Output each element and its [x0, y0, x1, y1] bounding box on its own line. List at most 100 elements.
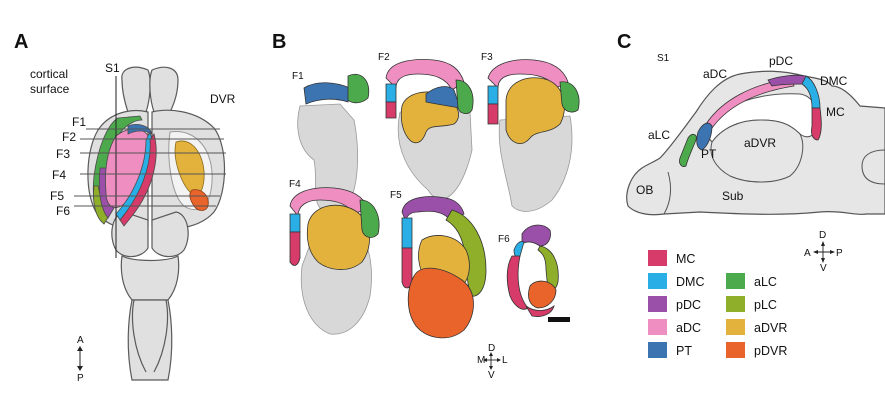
alc-region-f3	[559, 81, 580, 113]
legend-swatch-pdc	[648, 296, 667, 312]
legend-item-pdc: pDC	[648, 296, 701, 312]
section-f6: F6	[498, 224, 559, 317]
ob-label-c: OB	[636, 183, 653, 197]
mc-region-f5	[401, 247, 413, 289]
legend-item-alc: aLC	[726, 273, 777, 289]
axis-ventral-label-b: V	[488, 370, 495, 381]
alc-region-f2	[455, 79, 474, 114]
section-label-f5-a: F5	[50, 189, 64, 203]
legend-swatch-pdvr	[726, 342, 745, 358]
mc-region-f6	[506, 255, 529, 310]
orientation-axis-b: D V M L	[477, 343, 508, 381]
mc-lower-region-f6	[525, 305, 555, 317]
legend-swatch-mc	[648, 250, 667, 266]
legend-label-pdvr: pDVR	[754, 344, 787, 358]
mc-region-c	[811, 107, 822, 141]
section-label-f3-a: F3	[56, 147, 70, 161]
alc-region-c	[679, 134, 697, 167]
advr-region-f3	[505, 77, 565, 144]
scale-bar	[548, 317, 570, 322]
legend-label-plc: pLC	[754, 298, 777, 312]
legend-swatch-pt	[648, 342, 667, 358]
axis-anterior-label: A	[77, 335, 84, 346]
section-label-f2-a: F2	[62, 130, 76, 144]
section-label-f4-b: F4	[289, 179, 301, 190]
section-label-f5-b: F5	[390, 190, 402, 201]
legend-label-mc: MC	[676, 252, 695, 266]
section-label-f1-a: F1	[72, 115, 86, 129]
dmc-region-f4	[289, 213, 301, 233]
panel-c: C S1 aDC pDC DMC MC aLC PT aDVR OB Sub D…	[617, 31, 885, 358]
legend-swatch-alc	[726, 273, 745, 289]
orientation-axis-c: D V A P	[804, 230, 843, 274]
axis-dorsal-label-b: D	[488, 343, 495, 354]
cortical-surface-label-2: surface	[30, 82, 70, 96]
panel-letter-b: B	[272, 31, 286, 53]
dmc-region-f5	[401, 217, 413, 249]
dmc-region-f2	[385, 83, 397, 103]
axis-dorsal-label-c: D	[819, 230, 826, 241]
alc-region-f1	[347, 73, 370, 104]
legend-label-dmc: DMC	[676, 275, 704, 289]
pdvr-region-a	[189, 189, 209, 211]
brain-dorsal-view	[87, 66, 226, 381]
advr-outline-c	[710, 119, 804, 183]
legend-item-pdvr: pDVR	[726, 342, 787, 358]
dmc-region-f6	[513, 241, 525, 258]
legend-label-pdc: pDC	[676, 298, 701, 312]
cortical-surface-label-1: cortical	[30, 67, 68, 81]
mc-region-a	[119, 133, 157, 227]
s1-label-a: S1	[105, 61, 120, 75]
panel-b: B F1 F2 F3	[272, 31, 580, 381]
pt-label-c: PT	[701, 147, 717, 161]
axis-posterior-label-c: P	[836, 248, 843, 259]
axis-ventral-label-c: V	[820, 263, 827, 274]
legend-swatch-dmc	[648, 273, 667, 289]
section-f1: F1	[292, 71, 370, 211]
axis-lateral-label: L	[502, 355, 508, 366]
panel-a: A cortical surface S1 DVR	[14, 31, 236, 384]
alc-region-f4	[359, 199, 380, 238]
dvr-label: DVR	[210, 92, 236, 106]
panel-letter-a: A	[14, 31, 28, 53]
axis-posterior-label: P	[77, 373, 84, 384]
legend-item-dmc: DMC	[648, 273, 704, 289]
axis-medial-label: M	[477, 355, 485, 366]
pt-region-f1	[303, 82, 351, 105]
mc-region-f4	[289, 231, 301, 266]
adc-region-f2	[385, 59, 465, 91]
legend-label-advr: aDVR	[754, 321, 787, 335]
legend-item-adc: aDC	[648, 319, 701, 335]
mc-region-f2	[385, 101, 397, 119]
pdc-region-f6	[521, 224, 551, 247]
dmc-region-f3	[487, 85, 499, 105]
pdvr-region-f5	[407, 267, 474, 339]
legend-item-pt: PT	[648, 342, 692, 358]
advr-label-c: aDVR	[744, 136, 776, 150]
legend: MC DMC pDC aDC PT aLC	[648, 250, 787, 358]
mc-label-c: MC	[826, 105, 845, 119]
section-lines	[74, 128, 226, 207]
adc-label-c: aDC	[703, 67, 727, 81]
legend-swatch-advr	[726, 319, 745, 335]
sub-label-c: Sub	[722, 189, 744, 203]
legend-label-adc: aDC	[676, 321, 701, 335]
section-f3: F3	[481, 52, 580, 212]
section-label-f3-b: F3	[481, 52, 493, 63]
alc-label-c: aLC	[648, 128, 670, 142]
section-label-f4-a: F4	[52, 168, 66, 182]
legend-swatch-plc	[726, 296, 745, 312]
advr-region-f4	[306, 204, 370, 270]
legend-label-pt: PT	[676, 344, 692, 358]
section-f4: F4	[289, 179, 380, 335]
pdc-label-c: pDC	[769, 54, 793, 68]
legend-item-plc: pLC	[726, 296, 777, 312]
legend-item-advr: aDVR	[726, 319, 787, 335]
section-label-f2-b: F2	[378, 52, 390, 63]
section-label-f6-b: F6	[498, 234, 510, 245]
section-f2: F2	[378, 52, 474, 201]
panel-letter-c: C	[617, 31, 631, 53]
s1-label-c: S1	[657, 53, 670, 64]
pt-region-c	[696, 122, 713, 151]
